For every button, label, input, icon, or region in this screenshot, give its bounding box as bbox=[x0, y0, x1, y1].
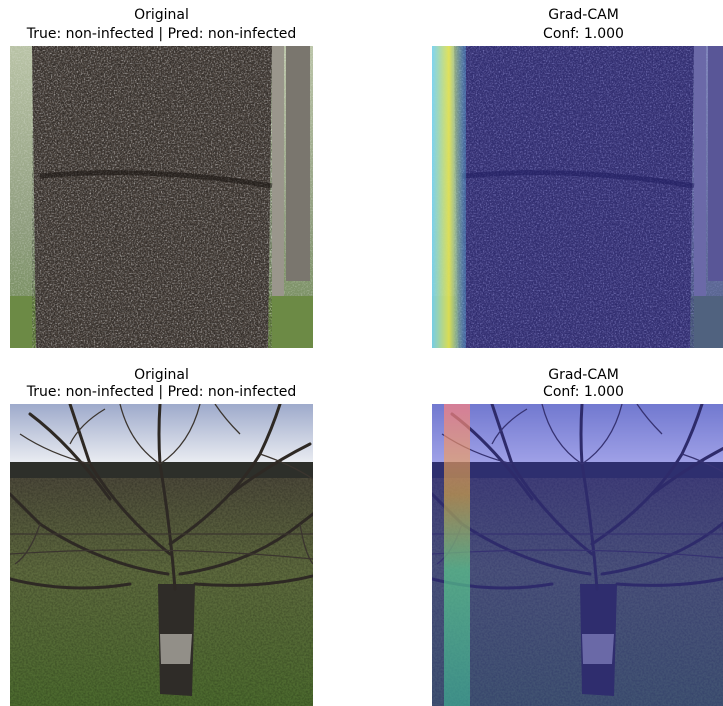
original-image bbox=[10, 46, 313, 348]
heatmap-overlay bbox=[432, 404, 723, 706]
panel-title: Original bbox=[134, 7, 189, 23]
panel-title: Grad-CAM bbox=[548, 367, 619, 383]
heatmap-hotspot bbox=[444, 404, 470, 706]
panel-title: Original bbox=[134, 367, 189, 383]
panel-title: Grad-CAM bbox=[548, 7, 619, 23]
panel-subtitle: True: non-infected | Pred: non-infected bbox=[26, 384, 297, 400]
original-image bbox=[10, 404, 313, 706]
photo bbox=[10, 46, 313, 348]
panel-subtitle: Conf: 1.000 bbox=[543, 26, 624, 42]
heatmap-hotspot bbox=[432, 46, 466, 348]
heatmap-overlay bbox=[432, 46, 723, 348]
panel-subtitle: True: non-infected | Pred: non-infected bbox=[26, 26, 297, 42]
gradcam-image bbox=[432, 404, 723, 706]
panel-subtitle: Conf: 1.000 bbox=[543, 384, 624, 400]
photo bbox=[10, 404, 313, 706]
figure: Original True: non-infected | Pred: non-… bbox=[0, 0, 723, 706]
gradcam-image bbox=[432, 46, 723, 348]
